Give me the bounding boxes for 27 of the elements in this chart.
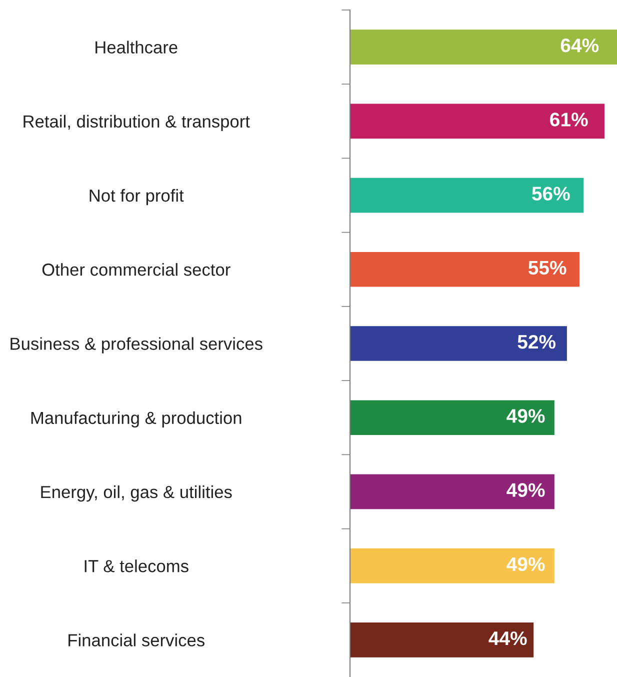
bar (350, 548, 554, 584)
bar (350, 30, 617, 64)
bar (350, 178, 584, 213)
data-label: 49% (506, 483, 545, 497)
bar (350, 622, 534, 658)
data-label: 64% (560, 38, 599, 52)
y-tick-label: Not for profit (90, 188, 184, 206)
bar (350, 252, 580, 287)
y-tick-label: Energy, oil, gas & utilities (41, 485, 232, 502)
data-label: 49% (506, 409, 545, 423)
bar (350, 400, 554, 436)
data-label: 44% (488, 631, 527, 646)
data-label: 56% (532, 186, 570, 200)
y-tick-label: Business & professional services (10, 337, 262, 354)
y-tick-label: IT & telecoms (84, 560, 188, 572)
y-tick-label: Financial services (68, 634, 204, 646)
bar (350, 474, 554, 510)
y-tick-label: Retail, distribution & transport (24, 114, 250, 132)
bar (350, 104, 604, 139)
data-label: 49% (506, 557, 545, 572)
y-tick-label: Healthcare (96, 40, 178, 54)
data-label: 61% (550, 112, 588, 126)
bar (350, 326, 567, 361)
y-tick-label: Other commercial sector (42, 263, 230, 276)
data-label: 55% (528, 260, 566, 275)
data-label: 52% (518, 334, 556, 349)
y-tick-label: Manufacturing & production (31, 411, 242, 428)
